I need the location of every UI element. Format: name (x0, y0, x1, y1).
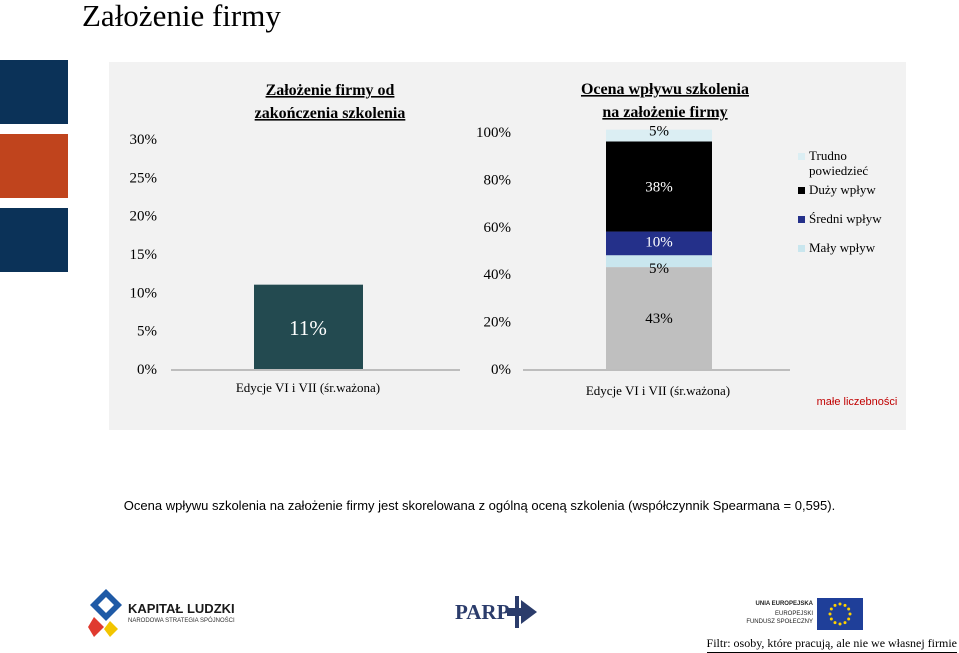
chart-left-ytick: 20% (130, 209, 158, 225)
chart-left-bar (254, 284, 363, 369)
eu-logo: UNIA EUROPEJSKA EUROPEJSKI FUNDUSZ SPOŁE… (745, 598, 863, 632)
chart-right-ytick: 100% (476, 125, 511, 141)
chart-right-segment-label-4: 38% (645, 180, 673, 196)
chart-left-category-label: Edycje VI i VII (śr.ważona) (236, 380, 380, 395)
filter-footnote: Filtr: osoby, które pracują, ale nie we … (706, 636, 957, 653)
chart-right-segment-5 (606, 129, 712, 142)
chart-right: Ocena wpływu szkolenia na założenie firm… (476, 81, 882, 398)
chart-left-ytick: 0% (137, 362, 157, 378)
chart-left-ytick: 25% (130, 170, 158, 186)
decor-block-1 (0, 60, 68, 124)
chart-left-bars: 11% (254, 284, 363, 369)
legend-swatch-3 (798, 216, 805, 223)
legend-label-1-line1: Trudno (809, 148, 847, 163)
chart-left-ytick: 5% (137, 324, 157, 340)
slide-caption: Ocena wpływu szkolenia na założenie firm… (123, 498, 836, 513)
eu-line1: UNIA EUROPEJSKA (755, 601, 813, 607)
chart-right-ytick: 0% (491, 362, 511, 378)
chart-right-ytick: 20% (484, 315, 512, 331)
legend-swatch-2 (798, 187, 805, 194)
chart-right-segment-1 (606, 267, 712, 369)
decor-block-2 (0, 134, 68, 198)
legend-label-4: Mały wpływ (809, 240, 876, 255)
legend-swatch-1 (798, 153, 805, 160)
kapital-ludzki-subtitle: NARODOWA STRATEGIA SPÓJNOŚCI (128, 618, 235, 624)
chart-right-bars: 43% 5% 10% 38% 5% (606, 124, 712, 369)
parp-arrow-icon (507, 596, 537, 628)
chart-left-title-line1: Założenie firmy od (266, 82, 395, 99)
chart-right-category-label: Edycje VI i VII (śr.ważona) (586, 383, 730, 398)
chart-right-segment-label-1: 43% (645, 311, 673, 327)
chart-left: Założenie firmy od zakończenia szkolenia… (130, 82, 460, 395)
chart-right-y-axis: 0% 20% 40% 60% 80% 100% (476, 125, 511, 378)
chart-left-ytick: 30% (130, 132, 158, 148)
decor-block-3 (0, 208, 68, 272)
legend-label-1-line2: powiedzieć (809, 163, 868, 178)
chart-right-title-line2: na założenie firmy (602, 104, 727, 121)
small-sample-note: małe liczebności (816, 396, 898, 408)
eu-flag-icon (817, 598, 863, 630)
chart-left-y-axis: 0% 5% 10% 15% 20% 25% 30% (130, 132, 158, 378)
chart-right-segment-3 (606, 231, 712, 256)
chart-right-ytick: 60% (484, 220, 512, 236)
eu-line3: FUNDUSZ SPOŁECZNY (746, 619, 813, 625)
chart-right-segment-label-3: 10% (645, 234, 673, 250)
legend-swatch-4 (798, 245, 805, 252)
chart-left-ytick: 15% (130, 247, 158, 263)
kapital-ludzki-logo: KAPITAŁ LUDZKI NARODOWA STRATEGIA SPÓJNO… (88, 587, 248, 637)
chart-panel (109, 62, 906, 430)
chart-right-ytick: 40% (484, 267, 512, 283)
chart-right-segment-4 (606, 141, 712, 232)
parp-text: PARP (455, 600, 510, 624)
chart-right-title-line1: Ocena wpływu szkolenia (581, 81, 749, 98)
kapital-ludzki-emblem-icon (88, 589, 122, 637)
eu-line2: EUROPEJSKI (774, 611, 813, 617)
chart-left-ytick: 10% (130, 285, 158, 301)
chart-right-ytick: 80% (484, 172, 512, 188)
chart-left-title-line2: zakończenia szkolenia (255, 105, 406, 122)
parp-logo: PARP (455, 596, 545, 632)
chart-left-bar-label: 11% (289, 316, 327, 340)
chart-right-segment-label-5: 5% (649, 124, 669, 140)
kapital-ludzki-title: KAPITAŁ LUDZKI (128, 601, 235, 616)
legend-label-2: Duży wpływ (809, 182, 876, 197)
chart-right-segment-2 (606, 255, 712, 268)
legend-label-3: Średni wpływ (809, 211, 882, 226)
slide-title: Założenie firmy (82, 0, 281, 33)
chart-right-segment-label-2: 5% (649, 261, 669, 277)
